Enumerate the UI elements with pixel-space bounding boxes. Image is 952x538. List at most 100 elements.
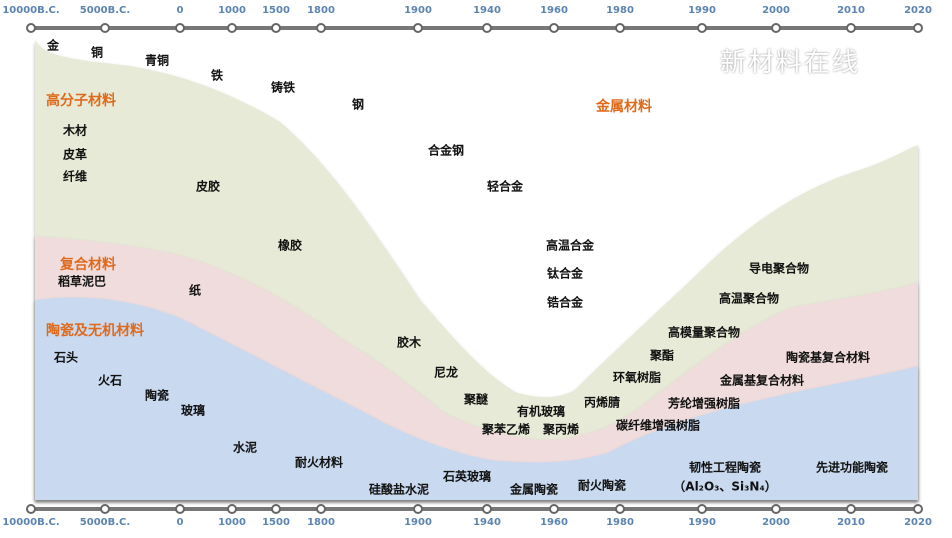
top-axis-label: 2000 <box>762 5 790 16</box>
top-axis-label: 2010 <box>837 5 865 16</box>
metal-label: 铸铁 <box>270 80 296 95</box>
category-ceramic: 陶瓷及无机材料 <box>46 323 144 339</box>
axis-tick <box>227 23 237 33</box>
composite-label: 纸 <box>188 283 202 298</box>
axis-tick <box>175 23 185 33</box>
top-axis-label: 0 <box>176 5 184 16</box>
axis-tick <box>316 504 326 514</box>
ceramic-label: 石英玻璃 <box>442 469 492 484</box>
polymer-label: 有机玻璃 <box>516 404 566 419</box>
top-axis-label: 1980 <box>606 5 634 16</box>
bottom-axis-label: 1900 <box>404 517 432 528</box>
ceramic-region <box>35 297 918 500</box>
top-axis-label: 1940 <box>473 5 501 16</box>
axis-tick <box>100 23 110 33</box>
polymer-label: 高温聚合物 <box>718 291 780 306</box>
ceramic-label: 石头 <box>53 350 79 365</box>
metal-label: 合金钢 <box>427 143 465 158</box>
bottom-axis-label: 2020 <box>904 517 932 528</box>
top-axis-label: 1800 <box>307 5 335 16</box>
top-axis-label: 10000B.C. <box>2 5 60 16</box>
ceramic-label: 韧性工程陶瓷 <box>688 460 762 475</box>
polymer-label: 聚醚 <box>463 392 489 407</box>
metal-label: 铜 <box>90 45 104 60</box>
category-metal: 金属材料 <box>596 99 652 115</box>
metal-label: 青铜 <box>144 53 170 68</box>
metal-label: 轻合金 <box>486 179 524 194</box>
composite-label: 碳纤维增强树脂 <box>615 418 701 433</box>
polymer-label: 聚苯乙烯 <box>481 422 531 437</box>
composite-label: 金属基复合材料 <box>719 373 805 388</box>
axis-tick <box>771 504 781 514</box>
bottom-axis-label: 1000 <box>218 517 246 528</box>
bottom-axis-label: 1990 <box>688 517 716 528</box>
axis-tick <box>549 23 559 33</box>
metal-label: 金 <box>46 38 60 53</box>
ceramic-label: 耐火材料 <box>294 455 344 470</box>
axis-tick <box>413 504 423 514</box>
bottom-axis-label: 1940 <box>473 517 501 528</box>
top-axis-label: 5000B.C. <box>79 5 131 16</box>
polymer-label: 橡胶 <box>277 238 303 253</box>
category-composite: 复合材料 <box>60 257 116 273</box>
bottom-axis-label: 5000B.C. <box>79 517 131 528</box>
composite-label: 稻草泥巴 <box>57 274 107 289</box>
category-polymer: 高分子材料 <box>46 93 116 109</box>
axis-tick <box>697 23 707 33</box>
top-axis-label: 1960 <box>540 5 568 16</box>
axis-tick <box>271 504 281 514</box>
bottom-axis-label: 1980 <box>606 517 634 528</box>
polymer-label: 高模量聚合物 <box>667 325 741 340</box>
axis-tick <box>846 23 856 33</box>
metal-label: 铁 <box>210 68 224 83</box>
metal-label: 钛合金 <box>546 266 584 281</box>
top-axis-label: 1990 <box>688 5 716 16</box>
top-axis-label: 1500 <box>262 5 290 16</box>
bottom-axis-label: 2000 <box>762 517 790 528</box>
axis-tick <box>482 23 492 33</box>
polymer-label: 皮革 <box>62 147 88 162</box>
top-axis-label: 1900 <box>404 5 432 16</box>
polymer-label: 皮胶 <box>195 179 221 194</box>
axis-tick <box>26 23 36 33</box>
bottom-axis-label: 2010 <box>837 517 865 528</box>
composite-label: 芳纶增强树脂 <box>667 396 741 411</box>
axis-tick <box>615 504 625 514</box>
axis-tick <box>271 23 281 33</box>
axis-tick <box>227 504 237 514</box>
axis-tick <box>100 504 110 514</box>
axis-tick <box>913 23 923 33</box>
axis-tick <box>771 23 781 33</box>
ceramic-label: 金属陶瓷 <box>509 482 559 497</box>
ceramic-label: 玻璃 <box>180 403 206 418</box>
polymer-label: 丙烯腈 <box>583 395 621 410</box>
polymer-label: 胶木 <box>396 335 422 350</box>
axis-tick <box>316 23 326 33</box>
metal-label: 钢 <box>351 97 365 112</box>
ceramic-label: 水泥 <box>232 440 258 455</box>
ceramic-label: （Al₂O₃、Si₃N₄） <box>673 479 777 494</box>
ceramic-label: 火石 <box>97 373 123 388</box>
axis-tick <box>846 504 856 514</box>
polymer-label: 纤维 <box>62 169 88 184</box>
composite-label: 陶瓷基复合材料 <box>785 350 871 365</box>
axis-tick <box>175 504 185 514</box>
bottom-axis-label: 0 <box>176 517 184 528</box>
axis-tick <box>913 504 923 514</box>
axis-tick <box>482 504 492 514</box>
bottom-axis-label: 10000B.C. <box>2 517 60 528</box>
axis-ticks <box>26 23 923 514</box>
bottom-axis-label: 1500 <box>262 517 290 528</box>
ceramic-label: 硅酸盐水泥 <box>368 482 430 497</box>
ceramic-label: 陶瓷 <box>144 388 170 403</box>
watermark: 新材料在线 <box>720 48 861 78</box>
ceramic-label: 先进功能陶瓷 <box>815 460 889 475</box>
axis-tick <box>549 504 559 514</box>
bottom-axis-label: 1960 <box>540 517 568 528</box>
polymer-label: 聚酯 <box>649 348 675 363</box>
axis-tick <box>413 23 423 33</box>
polymer-label: 尼龙 <box>433 365 459 380</box>
metal-label: 锆合金 <box>546 295 584 310</box>
polymer-label: 环氧树脂 <box>612 370 662 385</box>
